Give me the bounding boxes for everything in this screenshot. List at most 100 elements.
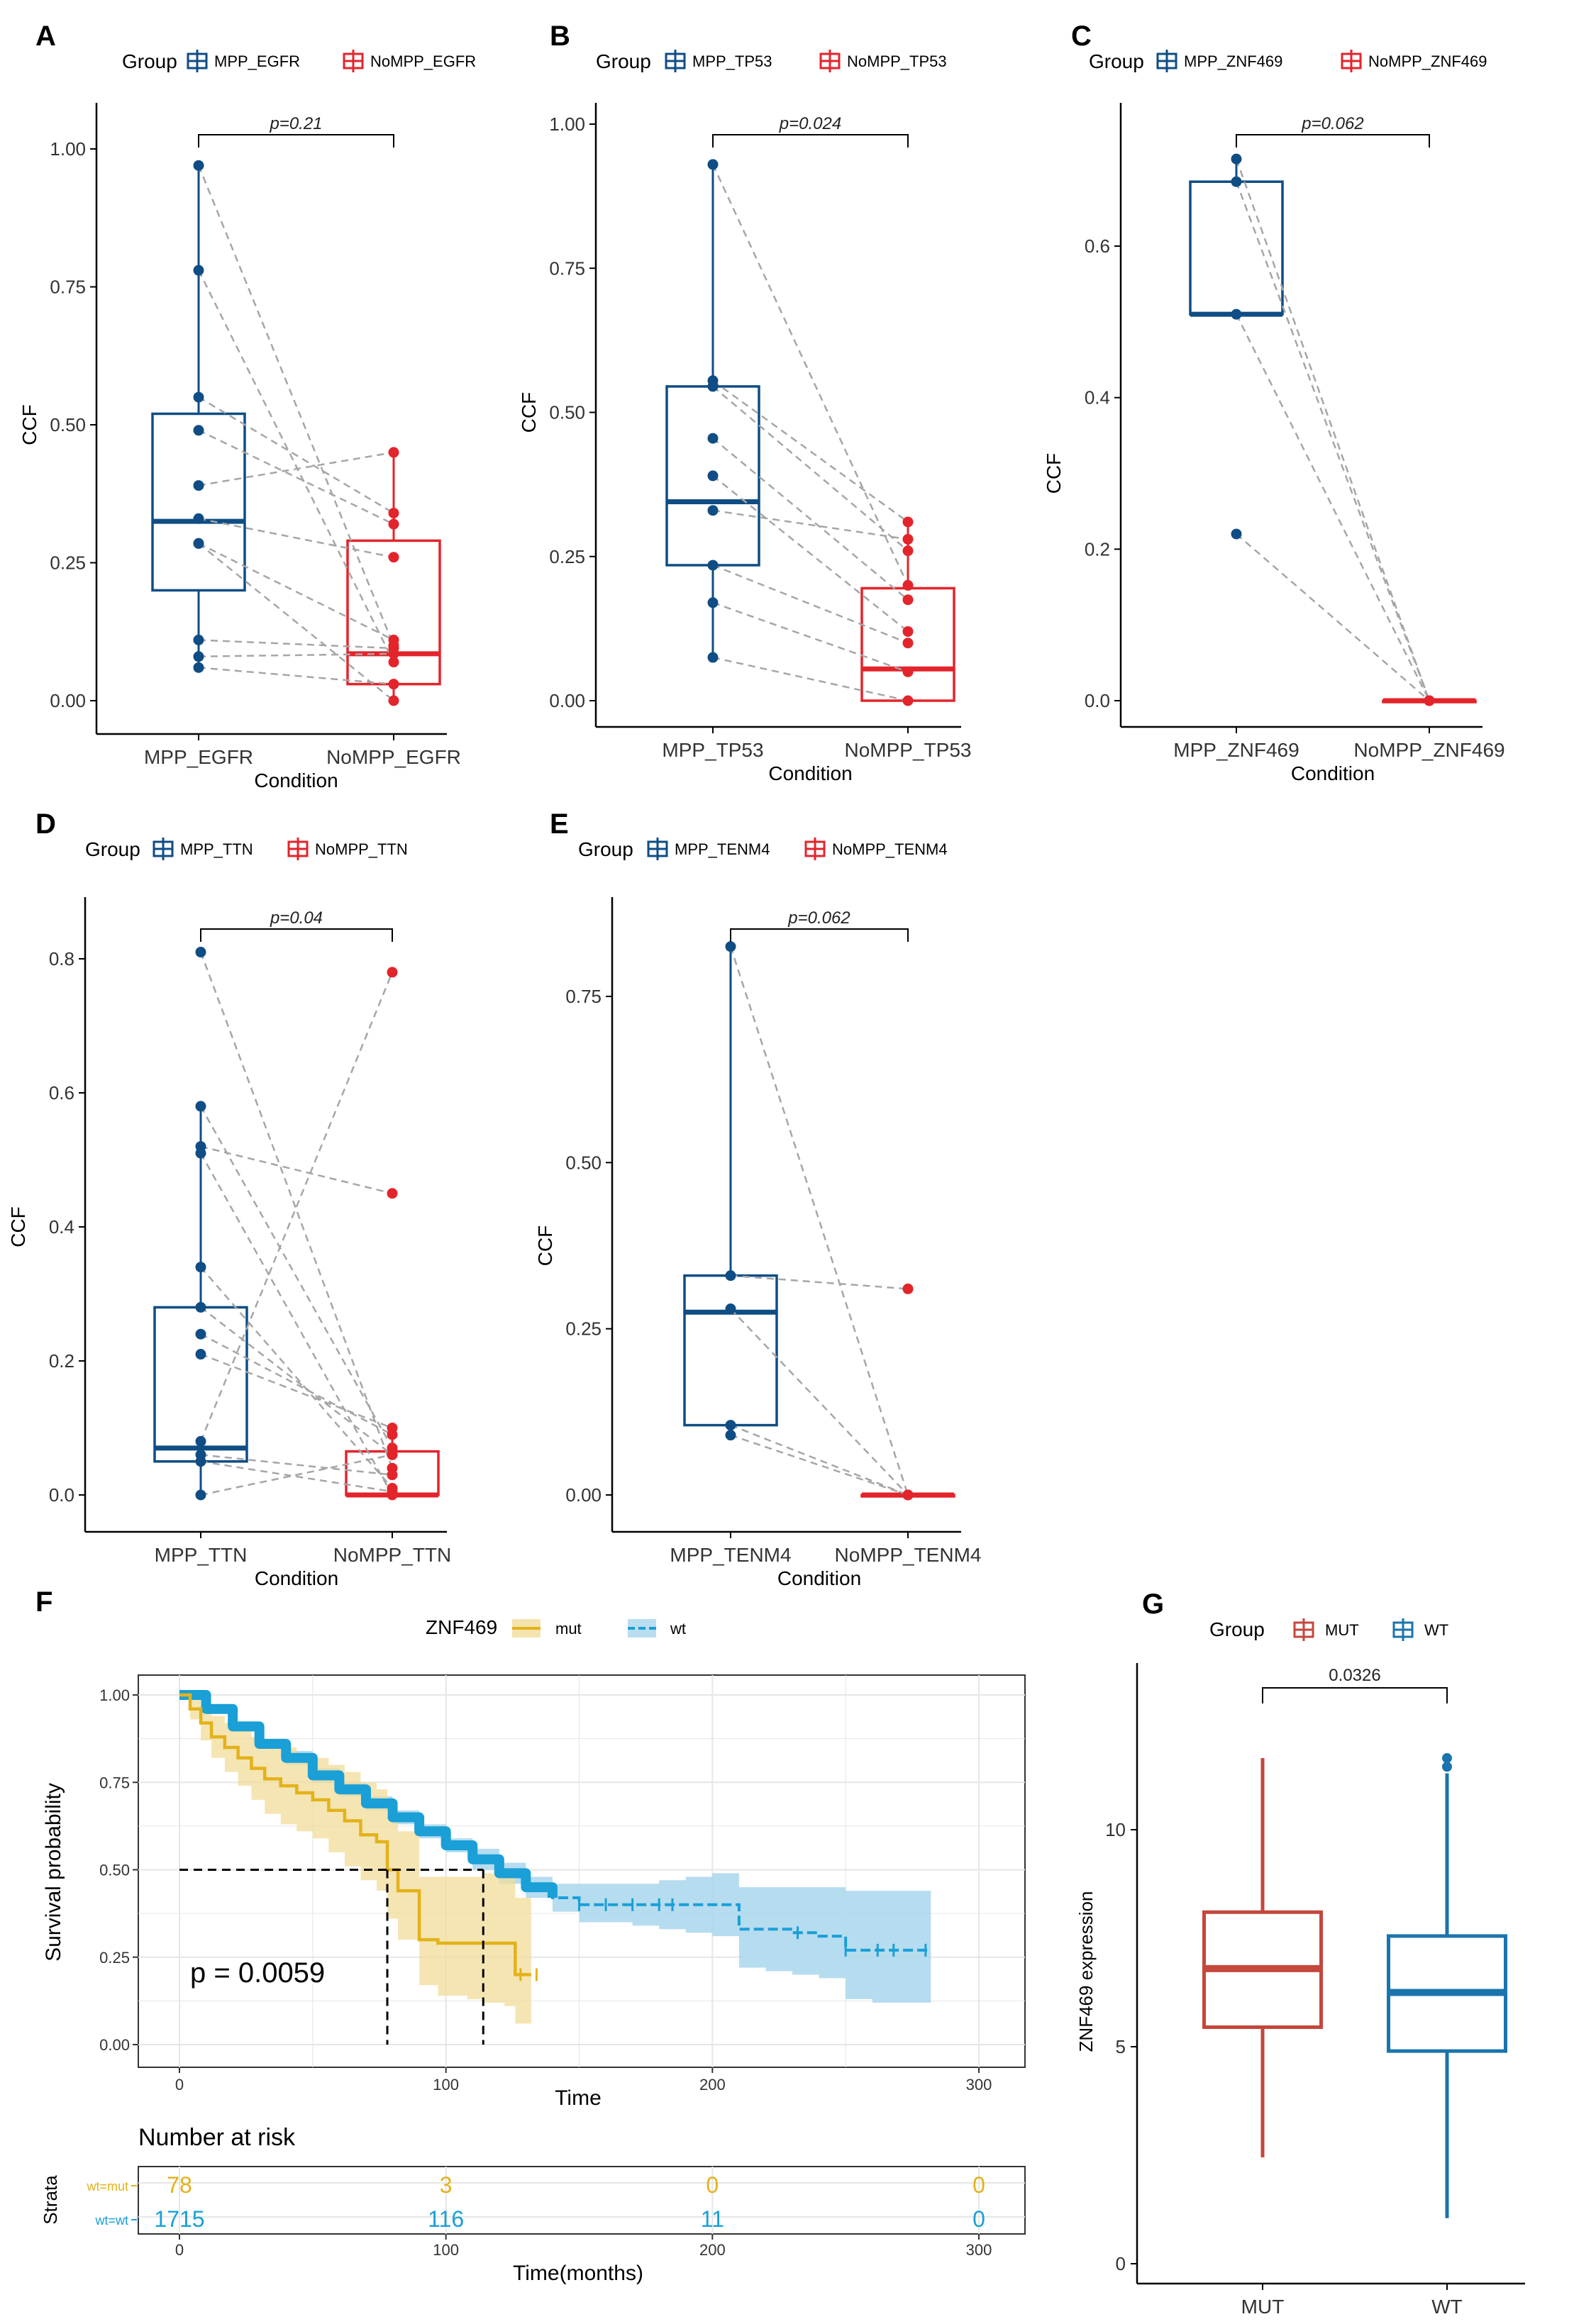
point-mpp [195,1101,206,1112]
pair-line [199,1106,394,1449]
legend: Group MPP_TP53 NoMPP_TP53 [596,50,947,72]
significance-bracket [1262,1687,1448,1703]
risk-y-axis-title: Strata [40,2175,61,2225]
legend-label: MPP_EGFR [214,52,300,70]
point-nompp [902,533,914,545]
pair-line [200,1306,393,1456]
pair-line [729,946,909,1496]
point-mpp [1231,308,1242,320]
pair-line [712,379,909,523]
point-nompp [902,594,914,606]
y-tick-label: 0.50 [99,1862,130,1879]
pair-line [711,164,909,586]
legend-label: MPP_ZNF469 [1184,52,1282,70]
x-axis-title: Time [555,2086,602,2110]
panel-letter: B [550,21,570,52]
pair-line [730,1424,909,1496]
point-nompp [902,1489,914,1501]
legend-label: MPP_TP53 [692,52,772,70]
y-tick-label: 0.75 [549,257,585,279]
x-tick-label: MUT [1241,2296,1285,2318]
panel-e: E Group MPP_TENM4 NoMPP_TENM4 0.00 0.25 0.50 0.… [534,808,981,1589]
point-mpp [725,1270,736,1281]
x-tick-label: NoMPP_ZNF469 [1353,739,1504,761]
risk-count: 11 [701,2206,724,2232]
pair-line [200,1145,393,1194]
legend-label: WT [1424,1621,1448,1639]
x-axis-title: Condition [777,1567,861,1589]
risk-count: 78 [167,2172,192,2198]
x-axis-title: Condition [255,1567,338,1589]
risk-count: 0 [972,2172,985,2198]
x-tick-label: NoMPP_TENM4 [835,1544,982,1566]
point-mpp [1231,176,1242,187]
point-mpp [725,1303,736,1315]
y-tick-label: 0.0 [49,1484,74,1506]
point-mpp [707,505,719,516]
pair-line [1236,533,1430,701]
point-mpp [195,947,206,958]
legend-title: Group [85,838,140,860]
legend-title: Group [596,50,651,72]
point-nompp [388,507,399,518]
x-tick-label: MPP_ZNF469 [1173,739,1299,761]
pair-line [1235,181,1431,701]
pair-line [197,165,395,646]
x-tick-label: MPP_TTN [155,1544,248,1566]
panel-letter: F [35,1586,52,1618]
p-value: p=0.04 [270,908,323,928]
pair-line [730,1308,909,1496]
pair-line [712,601,909,673]
point-mpp [193,538,204,549]
point-mpp [707,433,719,444]
pair-line [199,952,394,1469]
curve-mut [179,1693,531,1976]
point-mpp [193,425,204,436]
y-tick-label: 0 [1116,2253,1126,2274]
pair-line [198,652,394,658]
point-nompp [387,967,398,978]
pair-line [200,1454,393,1496]
pair-line [712,438,909,601]
y-tick-label: 1.00 [50,138,86,160]
y-tick-label: 0.6 [49,1082,74,1103]
y-tick-label: 0.75 [99,1774,130,1791]
point-mpp [1231,528,1242,540]
y-tick-label: 0.50 [50,414,86,435]
y-tick-label: 0.2 [49,1350,74,1372]
x-axis-title: Condition [768,762,852,784]
legend: Group MUT WT [1209,1618,1448,1641]
x-tick-label: MPP_EGFR [144,746,253,768]
point-nompp [902,626,914,637]
x-axis-title: Condition [1291,762,1375,784]
legend-label: mut [555,1620,582,1638]
y-tick-label: 0.00 [50,690,86,711]
legend-title: Group [122,50,177,72]
point-mpp [195,1147,206,1159]
point-mpp [707,597,719,608]
y-tick-label: 0.4 [49,1216,74,1238]
risk-count: 3 [440,2172,453,2198]
point-mpp [193,265,204,276]
panel-d: D Group MPP_TTN NoMPP_TTN 0.0 0.2 0.4 0.6 0.8 MPP… [7,808,451,1589]
outlier-point [1442,1753,1452,1764]
pair-line [730,1274,909,1290]
panel-letter: E [550,808,569,840]
point-mpp [707,470,719,482]
x-tick-label: MPP_TP53 [662,739,763,761]
ci-band-mut [179,1695,531,2024]
significance-bracket [198,134,394,148]
risk-row-label: wt=wt [94,2213,128,2228]
legend-label: MUT [1325,1621,1359,1639]
x-tick-label: 100 [433,2076,459,2094]
p-value: p=0.024 [779,114,841,133]
legend-label: MPP_TTN [180,840,253,858]
point-nompp [388,634,399,645]
x-axis-title: Condition [254,769,338,791]
risk-x-tick-label: 200 [699,2241,726,2259]
pair-line [200,1454,393,1476]
pair-line [730,1434,909,1496]
point-mpp [193,634,204,645]
y-tick-label: 0.00 [99,2036,130,2054]
